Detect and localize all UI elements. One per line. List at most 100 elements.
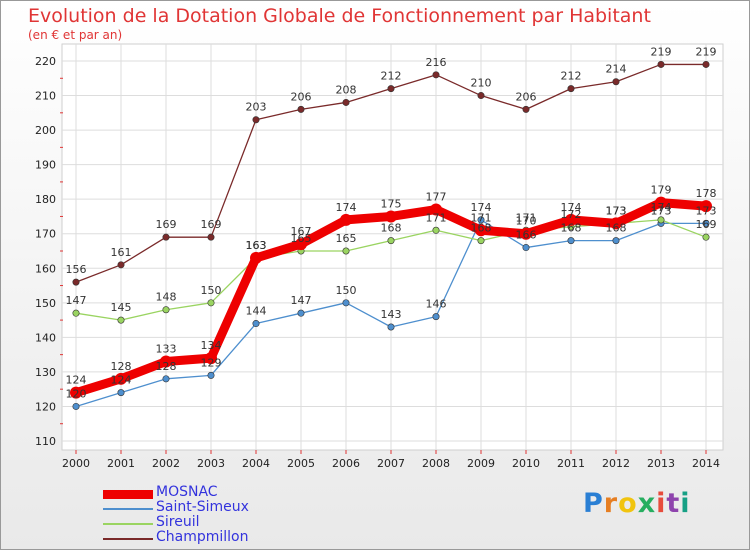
y-tick-label: 190 [35, 159, 56, 172]
data-label: 206 [291, 90, 312, 103]
data-label: 175 [381, 197, 402, 210]
x-tick-label: 2009 [467, 457, 495, 470]
data-label: 129 [201, 356, 222, 369]
data-label: 145 [111, 301, 132, 314]
data-point [72, 309, 80, 317]
data-label: 168 [471, 222, 492, 235]
data-point [387, 323, 395, 331]
data-point [567, 85, 575, 93]
y-tick-label: 120 [35, 400, 56, 413]
x-tick-label: 2008 [422, 457, 450, 470]
y-tick-label: 170 [35, 228, 56, 241]
y-tick-label: 200 [35, 124, 56, 137]
data-label: 150 [201, 284, 222, 297]
data-point [385, 210, 397, 223]
data-point [477, 237, 485, 245]
logo-letter: P [583, 488, 604, 519]
y-tick-label: 210 [35, 90, 56, 103]
data-point [387, 85, 395, 93]
data-label: 163 [246, 239, 267, 252]
data-label: 210 [471, 77, 492, 90]
x-tick-label: 2010 [512, 457, 540, 470]
data-label: 128 [156, 360, 177, 373]
y-tick-label: 180 [35, 193, 56, 206]
data-label: 206 [516, 90, 537, 103]
data-point [612, 237, 620, 245]
data-label: 219 [696, 45, 717, 58]
data-label: 173 [696, 204, 717, 217]
data-label: 216 [426, 56, 447, 69]
logo-letter: x [637, 488, 657, 519]
data-label: 170 [516, 215, 537, 228]
data-label: 148 [156, 291, 177, 304]
chart-subtitle: (en € et par an) [28, 28, 123, 42]
data-point [522, 105, 530, 113]
data-point [432, 313, 440, 321]
data-point [700, 200, 712, 213]
data-label: 171 [516, 211, 537, 224]
data-point [702, 233, 710, 241]
data-point [117, 316, 125, 324]
proxiti-logo: Proxiti [583, 488, 691, 519]
data-point [702, 60, 710, 68]
data-point [702, 219, 710, 227]
legend-label-sireuil: Sireuil [156, 514, 200, 530]
data-label: 179 [651, 184, 672, 197]
data-label: 178 [696, 187, 717, 200]
data-label: 150 [336, 284, 357, 297]
data-point [250, 251, 262, 264]
data-label: 203 [246, 101, 267, 114]
data-point [342, 98, 350, 106]
data-label: 168 [606, 222, 627, 235]
data-point [72, 402, 80, 410]
data-label: 174 [336, 201, 357, 214]
data-label: 165 [291, 232, 312, 245]
logo-letter: i [680, 488, 691, 519]
data-point [430, 203, 442, 216]
data-point [295, 238, 307, 251]
data-point [117, 389, 125, 397]
logo-letter: i [656, 488, 667, 519]
data-point [207, 371, 215, 379]
data-point [477, 216, 485, 224]
x-tick-label: 2004 [242, 457, 270, 470]
data-point [115, 372, 127, 385]
data-point [342, 247, 350, 255]
x-tick-label: 2006 [332, 457, 360, 470]
data-point [522, 244, 530, 252]
data-label: 169 [696, 218, 717, 231]
data-point [342, 299, 350, 307]
data-label: 169 [201, 218, 222, 231]
data-label: 177 [426, 191, 447, 204]
y-tick-label: 150 [35, 297, 56, 310]
data-point [432, 71, 440, 79]
data-point [657, 60, 665, 68]
data-label: 156 [66, 263, 87, 276]
y-tick-label: 220 [35, 55, 56, 68]
data-label: 147 [66, 294, 87, 307]
data-point [432, 226, 440, 234]
data-point [340, 213, 352, 226]
data-label: 120 [66, 387, 87, 400]
data-label: 174 [561, 201, 582, 214]
data-label: 173 [606, 204, 627, 217]
data-label: 172 [561, 208, 582, 221]
data-point [72, 278, 80, 286]
data-label: 165 [336, 232, 357, 245]
data-point [297, 105, 305, 113]
data-label: 146 [426, 298, 447, 311]
data-label: 212 [561, 70, 582, 83]
data-label: 214 [606, 63, 627, 76]
y-tick-label: 140 [35, 331, 56, 344]
data-label: 168 [561, 222, 582, 235]
x-tick-label: 2007 [377, 457, 405, 470]
data-label: 173 [651, 204, 672, 217]
data-point [162, 233, 170, 241]
data-label: 219 [651, 45, 672, 58]
logo-letter: r [603, 488, 619, 519]
x-tick-label: 2000 [62, 457, 90, 470]
logo-letter: t [666, 488, 681, 519]
data-point [117, 261, 125, 269]
data-point [205, 352, 217, 365]
